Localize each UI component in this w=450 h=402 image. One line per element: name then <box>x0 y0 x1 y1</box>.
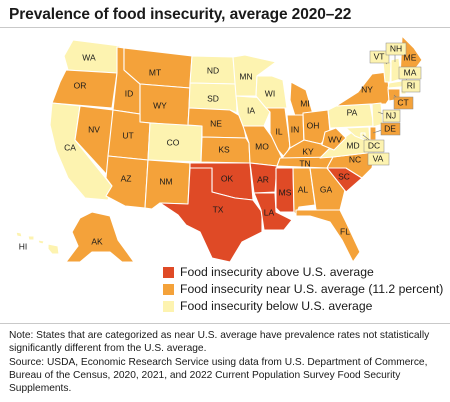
svg-text:CO: CO <box>167 137 180 147</box>
state-AR <box>249 162 278 194</box>
svg-text:OK: OK <box>221 173 234 183</box>
note-divider <box>0 323 450 324</box>
state-abbreviations: WA OR CA NV ID MT WY UT AZ CO NM ND SD N… <box>19 43 417 251</box>
state-LA <box>253 192 293 231</box>
small-state-label-boxes <box>363 42 422 166</box>
legend-swatch-near <box>163 284 174 295</box>
legend-swatch-below <box>163 301 174 312</box>
state-AK <box>65 211 135 263</box>
svg-text:NH: NH <box>390 43 402 53</box>
svg-text:PA: PA <box>347 107 358 117</box>
svg-text:ID: ID <box>125 88 134 98</box>
svg-text:UT: UT <box>122 130 133 140</box>
state-FL <box>295 209 361 263</box>
svg-text:DC: DC <box>368 140 380 150</box>
svg-text:MS: MS <box>279 187 292 197</box>
svg-text:TN: TN <box>299 158 310 168</box>
svg-text:CA: CA <box>64 142 76 152</box>
svg-text:KY: KY <box>302 146 314 156</box>
svg-text:SD: SD <box>207 93 219 103</box>
svg-text:MA: MA <box>404 67 417 77</box>
state-WI <box>255 75 288 109</box>
state-labels-layer: WA OR CA NV ID MT WY UT AZ CO NM ND SD N… <box>19 42 422 251</box>
svg-text:ND: ND <box>207 65 219 75</box>
svg-text:GA: GA <box>320 184 333 194</box>
svg-text:HI: HI <box>19 241 28 251</box>
legend-label-below: Food insecurity below U.S. average <box>180 299 373 313</box>
svg-text:IA: IA <box>247 105 255 115</box>
svg-text:AR: AR <box>257 174 269 184</box>
svg-text:WI: WI <box>265 88 275 98</box>
svg-text:VA: VA <box>373 153 384 163</box>
svg-text:VT: VT <box>374 51 385 61</box>
svg-text:LA: LA <box>264 207 275 217</box>
source-text: Source: USDA, Economic Research Service … <box>9 357 428 394</box>
state-HI <box>15 231 60 255</box>
state-GA <box>309 167 346 211</box>
svg-text:NM: NM <box>159 176 172 186</box>
svg-text:MN: MN <box>239 71 252 81</box>
footnote: Note: States that are categorized as nea… <box>9 330 430 354</box>
svg-text:NE: NE <box>210 118 222 128</box>
legend-label-near: Food insecurity near U.S. average (11.2 … <box>180 282 444 296</box>
svg-text:OH: OH <box>307 120 320 130</box>
state-IL <box>265 107 291 159</box>
svg-text:AK: AK <box>91 236 103 246</box>
state-MS <box>275 167 295 213</box>
us-choropleth-map <box>15 35 423 263</box>
svg-text:NJ: NJ <box>386 110 396 120</box>
svg-text:WA: WA <box>82 52 96 62</box>
svg-text:OR: OR <box>74 80 87 90</box>
svg-text:NV: NV <box>88 124 100 134</box>
svg-text:NY: NY <box>361 84 373 94</box>
svg-text:TX: TX <box>213 204 224 214</box>
svg-text:MO: MO <box>255 141 269 151</box>
title-divider <box>0 27 450 28</box>
svg-text:DE: DE <box>384 123 396 133</box>
state-TX <box>159 167 263 263</box>
svg-text:IN: IN <box>291 124 300 134</box>
svg-text:WY: WY <box>153 100 167 110</box>
svg-text:CT: CT <box>397 97 408 107</box>
chart-title: Prevalence of food insecurity, average 2… <box>9 6 352 23</box>
svg-text:FL: FL <box>340 226 350 236</box>
state-WV <box>321 127 347 151</box>
legend-label-above: Food insecurity above U.S. average <box>180 265 374 279</box>
state-OR <box>51 69 118 109</box>
svg-text:KS: KS <box>218 144 230 154</box>
svg-text:NC: NC <box>349 154 361 164</box>
legend-swatch-above <box>163 267 174 278</box>
svg-text:WV: WV <box>328 134 342 144</box>
svg-text:IL: IL <box>275 126 282 136</box>
svg-text:SC: SC <box>338 171 350 181</box>
svg-text:AL: AL <box>298 184 309 194</box>
svg-text:ME: ME <box>404 52 417 62</box>
svg-text:MD: MD <box>346 140 359 150</box>
svg-text:MI: MI <box>300 98 309 108</box>
svg-text:MT: MT <box>149 67 161 77</box>
svg-text:AZ: AZ <box>121 173 132 183</box>
svg-text:RI: RI <box>407 80 416 90</box>
